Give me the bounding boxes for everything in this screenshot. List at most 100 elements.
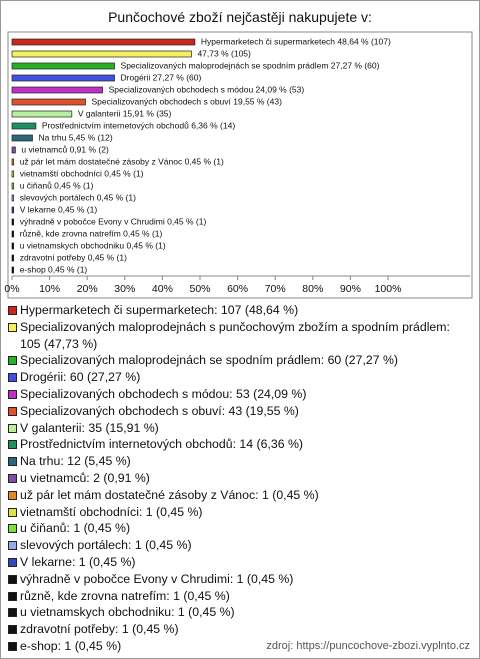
legend-item: Drogérii: 60 (27,27 %) <box>8 369 470 386</box>
bar-label: zdravotní potřeby 0,45 % (1) <box>20 252 127 262</box>
legend-label: Specializovaných obchodech s módou: 53 (… <box>20 386 307 401</box>
legend-item: u vietnamců: 2 (0,91 %) <box>8 470 470 487</box>
bar <box>11 38 196 46</box>
bar <box>11 242 15 250</box>
bar-label: u čiňanů 0,45 % (1) <box>20 180 94 190</box>
legend-item: Hypermarketech či supermarketech: 107 (4… <box>8 302 470 319</box>
bar-label: u vietnamskych obchodniku 0,45 % (1) <box>20 240 166 250</box>
bar-label: Drogérii 27,27 % (60) <box>121 72 202 82</box>
x-tick-label: 70% <box>265 283 286 295</box>
legend-label: u vietnamskych obchodniku: 1 (0,45 %) <box>20 605 235 620</box>
legend-swatch <box>8 423 17 433</box>
x-tick-label: 10% <box>39 283 60 295</box>
legend-swatch <box>8 373 17 383</box>
legend-label: V galanterii: 35 (15,91 %) <box>20 420 159 435</box>
x-tick-label: 90% <box>340 283 361 295</box>
x-tick-label: 30% <box>114 283 135 295</box>
legend-item: u čiňanů: 1 (0,45 %) <box>8 520 470 537</box>
legend-item: Prostřednictvím internetových obchodů: 1… <box>8 436 470 453</box>
bar <box>11 218 15 226</box>
bar-label: V lekarne 0,45 % (1) <box>20 204 98 214</box>
bar <box>11 134 33 142</box>
bar <box>11 266 15 274</box>
legend-item: už pár let mám dostatečné zásoby z Vánoc… <box>8 487 470 504</box>
bar <box>11 74 115 82</box>
legend-item: e-shop: 1 (0,45 %) <box>8 638 470 655</box>
bar-label: vietnamští obchodníci 0,45 % (1) <box>20 168 144 178</box>
bar-label: 47,73 % (105) <box>197 48 251 58</box>
legend-swatch <box>8 608 17 618</box>
legend-swatch <box>8 490 17 500</box>
legend-label: Hypermarketech či supermarketech: 107 (4… <box>20 303 299 317</box>
legend-swatch <box>8 457 17 467</box>
legend-label: Specializovaných maloprodejnách s punčoc… <box>20 319 450 351</box>
legend-label: Specializovaných maloprodejnách se spodn… <box>20 353 398 368</box>
bar-label: různě, kde zrovna natrefím 0,45 % (1) <box>20 228 163 238</box>
x-tick-label: 60% <box>227 283 248 295</box>
legend-label: už pár let mám dostatečné zásoby z Vánoc… <box>20 487 319 502</box>
legend-item: vietnamští obchodníci: 1 (0,45 %) <box>8 504 470 521</box>
legend-swatch <box>8 524 17 534</box>
legend-label: V lekarne: 1 (0,45 %) <box>20 554 136 569</box>
legend-item: Na trhu: 12 (5,45 %) <box>8 453 470 470</box>
legend-swatch <box>8 306 17 315</box>
x-tick-label: 80% <box>302 283 323 295</box>
legend-label: vietnamští obchodníci: 1 (0,45 %) <box>20 504 203 519</box>
bar <box>11 182 15 190</box>
legend-swatch <box>8 574 17 584</box>
legend-swatch <box>8 557 17 567</box>
bar-label: už pár let mám dostatečné zásoby z Vánoc… <box>20 156 224 166</box>
legend-label: u vietnamců: 2 (0,91 %) <box>20 470 150 485</box>
legend-item: Specializovaných obchodech s módou: 53 (… <box>8 386 470 403</box>
legend: Hypermarketech či supermarketech: 107 (4… <box>8 302 470 655</box>
bar <box>11 110 73 118</box>
bar <box>11 158 15 166</box>
bar-label: slevových portálech 0,45 % (1) <box>20 192 136 202</box>
legend-label: Prostřednictvím internetových obchodů: 1… <box>20 437 303 452</box>
legend-swatch <box>8 322 17 332</box>
legend-item: Specializovaných maloprodejnách se spodn… <box>8 352 470 369</box>
x-tick-label: 0% <box>4 283 19 295</box>
legend-label: e-shop: 1 (0,45 %) <box>20 638 122 653</box>
bar-label: Specializovaných obchodech s módou 24,09… <box>109 84 305 94</box>
bar-label: V galanterii 15,91 % (35) <box>78 108 172 118</box>
bar <box>11 254 15 262</box>
legend-swatch <box>8 440 17 450</box>
legend-item: zdravotní potřeby: 1 (0,45 %) <box>8 621 470 638</box>
legend-swatch <box>8 389 17 399</box>
legend-swatch <box>8 591 17 601</box>
legend-item: V galanterii: 35 (15,91 %) <box>8 420 470 437</box>
bar <box>11 146 16 154</box>
x-tick-label: 100% <box>375 283 402 295</box>
legend-swatch <box>8 541 17 551</box>
chart: 0% 10% 20% 30% 40% 50% 60% 70% 80% 90% 100% Hyperma… <box>4 31 473 299</box>
chart-title: Punčochové zboží nejčastěji nakupujete v… <box>108 9 372 25</box>
x-tick-label: 20% <box>77 283 98 295</box>
x-tick-label: 50% <box>189 283 210 295</box>
bar <box>11 86 103 94</box>
bar-label: Specializovaných obchodech s obuví 19,55… <box>92 96 283 106</box>
legend-label: zdravotní potřeby: 1 (0,45 %) <box>20 622 179 637</box>
legend-item: Specializovaných maloprodejnách s punčoc… <box>8 319 470 353</box>
legend-item: slevových portálech: 1 (0,45 %) <box>8 537 470 554</box>
bar <box>11 170 15 178</box>
x-tick-label: 40% <box>152 283 173 295</box>
bar-label: Specializovaných maloprodejnách se spodn… <box>121 60 380 70</box>
legend-label: u čiňanů: 1 (0,45 %) <box>20 521 131 536</box>
legend-label: různě, kde zrovna natrefím: 1 (0,45 %) <box>20 588 230 603</box>
legend-swatch <box>8 356 17 366</box>
bar <box>11 62 115 70</box>
legend-item: výhradně v pobočce Evony v Chrudimi: 1 (… <box>8 571 470 588</box>
bar-label: Prostřednictvím internetových obchodů 6,… <box>42 120 235 130</box>
legend-label: Drogérii: 60 (27,27 %) <box>20 370 141 385</box>
legend-label: slevových portálech: 1 (0,45 %) <box>20 538 192 553</box>
bar <box>11 50 192 58</box>
legend-swatch <box>8 641 17 651</box>
legend-swatch <box>8 406 17 416</box>
bar <box>11 122 37 130</box>
bar-label: u vietnamců 0,91 % (2) <box>21 144 109 154</box>
legend-swatch <box>8 507 17 517</box>
legend-label: výhradně v pobočce Evony v Chrudimi: 1 (… <box>20 571 294 586</box>
legend-label: Specializovaných obchodech s obuví: 43 (… <box>20 403 299 418</box>
bar-label: e-shop 0,45 % (1) <box>20 264 88 274</box>
